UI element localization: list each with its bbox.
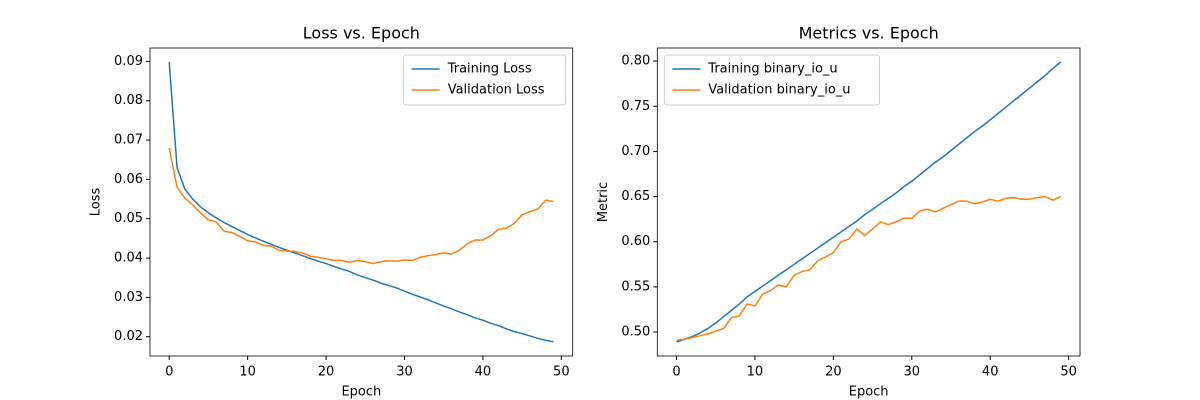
y-tick-label: 0.09	[114, 54, 143, 69]
x-tick-label: 20	[318, 365, 335, 380]
x-tick-label: 40	[982, 365, 999, 380]
legend-label: Training binary_io_u	[707, 62, 837, 77]
x-axis-label: Epoch	[849, 385, 889, 400]
y-tick-label: 0.75	[621, 99, 650, 114]
x-tick-label: 0	[165, 365, 173, 380]
x-tick-label: 20	[825, 365, 842, 380]
x-tick-label: 10	[747, 365, 764, 380]
y-tick-label: 0.02	[114, 329, 143, 344]
axes-frame	[149, 47, 574, 357]
line-series	[168, 147, 554, 265]
line-series	[676, 195, 1062, 341]
legend-label: Training Loss	[447, 62, 532, 77]
y-tick-label: 0.03	[114, 290, 143, 305]
legend-label: Validation binary_io_u	[708, 83, 850, 98]
chart-title: Metrics vs. Epoch	[799, 24, 939, 43]
legend-box	[403, 54, 567, 106]
y-axis-label: Metric	[596, 182, 611, 222]
y-tick-label: 0.65	[621, 189, 650, 204]
y-tick-label: 0.70	[621, 144, 650, 159]
axes-frame	[656, 47, 1081, 357]
x-axis-label: Epoch	[341, 385, 381, 400]
y-tick-label: 0.07	[114, 133, 143, 148]
y-tick-label: 0.55	[621, 279, 650, 294]
line-series	[676, 61, 1062, 343]
x-tick-label: 30	[904, 365, 921, 380]
chart-title: Loss vs. Epoch	[303, 24, 420, 43]
y-tick-label: 0.80	[621, 54, 650, 69]
y-tick-label: 0.04	[114, 251, 143, 266]
x-tick-label: 10	[239, 365, 256, 380]
x-tick-label: 30	[396, 365, 413, 380]
legend-label: Validation Loss	[448, 83, 545, 98]
legend-box	[663, 54, 880, 106]
x-tick-label: 0	[672, 365, 680, 380]
y-tick-label: 0.50	[621, 325, 650, 340]
y-tick-label: 0.60	[621, 234, 650, 249]
x-tick-label: 50	[1060, 365, 1077, 380]
y-axis-label: Loss	[89, 188, 104, 217]
x-tick-label: 50	[553, 365, 570, 380]
x-tick-label: 40	[475, 365, 492, 380]
y-tick-label: 0.08	[114, 93, 143, 108]
y-tick-label: 0.05	[114, 211, 143, 226]
y-tick-label: 0.06	[114, 172, 143, 187]
line-series	[168, 62, 554, 343]
